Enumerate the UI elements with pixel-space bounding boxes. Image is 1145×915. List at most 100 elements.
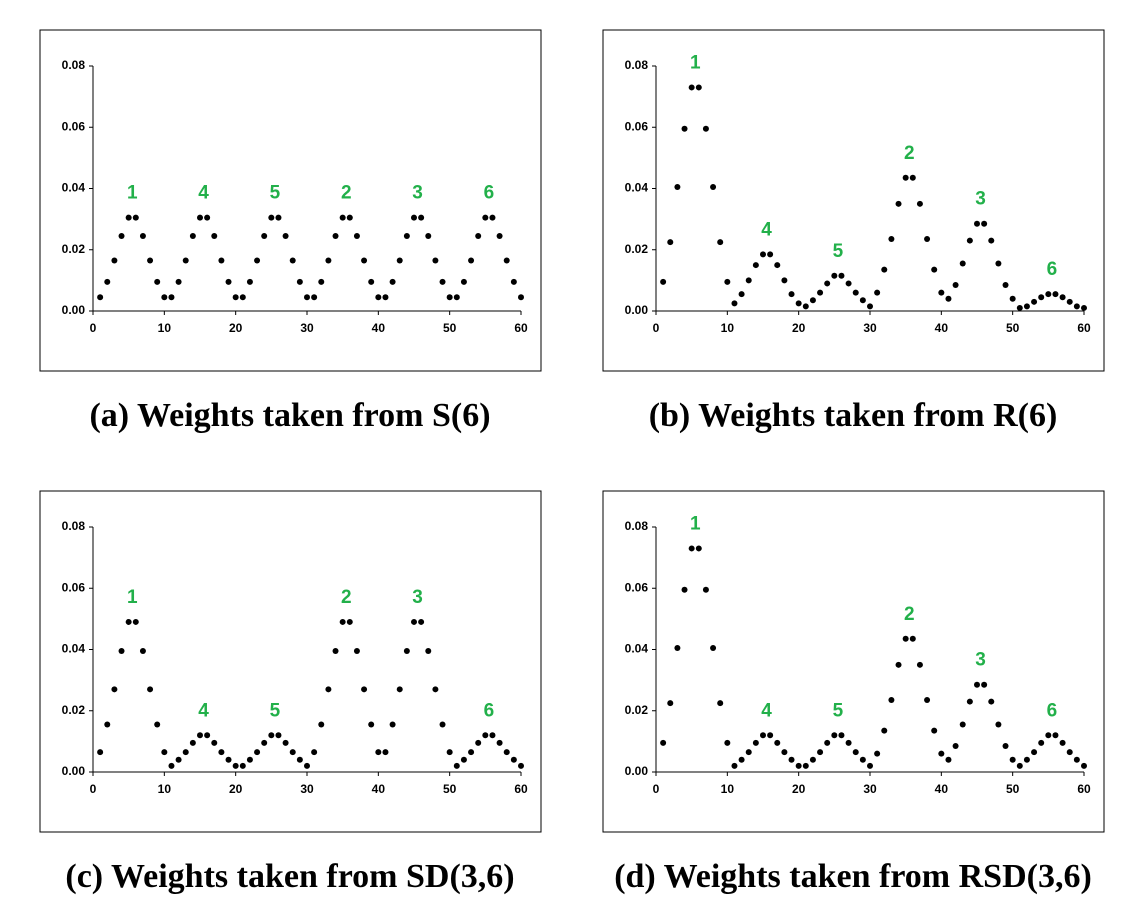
point: [432, 686, 439, 693]
point: [966, 237, 973, 244]
point: [845, 739, 852, 746]
point: [895, 200, 902, 207]
point: [1081, 762, 1087, 769]
panel-frame: [39, 490, 542, 833]
point: [824, 739, 831, 746]
point: [332, 648, 339, 655]
bump-label: 4: [198, 183, 209, 204]
x-tick-label: 50: [1006, 782, 1020, 796]
y-tick-label: 0.00: [62, 303, 86, 317]
x-tick-label: 30: [863, 321, 877, 335]
point: [1002, 281, 1009, 288]
point: [681, 586, 688, 593]
point: [311, 749, 318, 756]
y-tick-label: 0.00: [625, 303, 649, 317]
point: [1081, 304, 1087, 311]
point: [952, 742, 959, 749]
point: [1023, 303, 1030, 310]
point: [802, 303, 809, 310]
point: [282, 232, 289, 239]
point: [482, 214, 489, 221]
panel-frame: [39, 29, 542, 372]
y-tick-label: 0.06: [62, 580, 86, 594]
point: [867, 303, 873, 310]
point: [411, 618, 417, 625]
point: [425, 648, 432, 655]
point: [738, 756, 745, 763]
point: [724, 739, 731, 746]
point: [809, 756, 816, 763]
y-tick-label: 0.08: [625, 58, 649, 72]
point: [104, 721, 111, 728]
point: [168, 762, 175, 769]
point: [346, 214, 353, 221]
y-tick-label: 0.06: [625, 119, 649, 133]
bump-label: 1: [690, 513, 701, 534]
point: [453, 762, 460, 769]
point: [175, 278, 182, 285]
point: [418, 618, 425, 625]
point: [981, 220, 988, 227]
point: [218, 749, 225, 756]
point: [859, 297, 866, 304]
point: [510, 278, 517, 285]
x-tick-label: 30: [863, 782, 877, 796]
x-tick-label: 40: [372, 321, 386, 335]
point: [182, 257, 189, 264]
point: [909, 174, 916, 181]
point: [795, 300, 802, 307]
y-tick-label: 0.02: [62, 242, 86, 256]
point: [275, 732, 282, 739]
point: [745, 277, 752, 284]
panel-frame: [602, 490, 1105, 833]
panel-frame: [602, 29, 1105, 372]
bump-label: 6: [1047, 259, 1058, 280]
point: [197, 214, 203, 221]
point: [909, 635, 916, 642]
x-tick-label: 10: [158, 782, 172, 796]
point: [375, 749, 382, 756]
point: [403, 648, 410, 655]
point: [1023, 756, 1030, 763]
point: [710, 644, 717, 651]
point: [411, 214, 417, 221]
point: [282, 739, 289, 746]
x-tick-label: 30: [300, 321, 314, 335]
y-tick-label: 0.02: [625, 703, 649, 717]
point: [304, 294, 310, 301]
point: [767, 732, 774, 739]
point: [681, 125, 688, 132]
point: [867, 762, 873, 769]
point: [781, 277, 788, 284]
point: [460, 278, 467, 285]
y-tick-label: 0.04: [62, 181, 86, 195]
point: [1031, 298, 1038, 305]
point: [268, 732, 275, 739]
point: [368, 278, 375, 285]
caption: (d) Weights taken from RSD(3,6): [614, 858, 1092, 895]
point: [945, 756, 952, 763]
point: [881, 727, 888, 734]
x-tick-label: 60: [514, 782, 528, 796]
point: [325, 686, 332, 693]
point: [254, 257, 261, 264]
x-tick-label: 20: [229, 321, 243, 335]
point: [97, 294, 104, 301]
point: [175, 756, 182, 763]
point: [938, 750, 945, 757]
point: [161, 749, 168, 756]
bump-label: 1: [690, 52, 701, 73]
point: [261, 232, 268, 239]
bump-label: 1: [127, 183, 138, 204]
point: [895, 661, 902, 668]
point: [774, 262, 781, 269]
point: [688, 545, 695, 552]
point: [988, 698, 995, 705]
point: [389, 721, 396, 728]
point: [852, 749, 859, 756]
bump-label: 2: [904, 143, 915, 164]
point: [468, 257, 475, 264]
point: [817, 289, 824, 296]
point: [852, 289, 859, 296]
point: [361, 257, 368, 264]
